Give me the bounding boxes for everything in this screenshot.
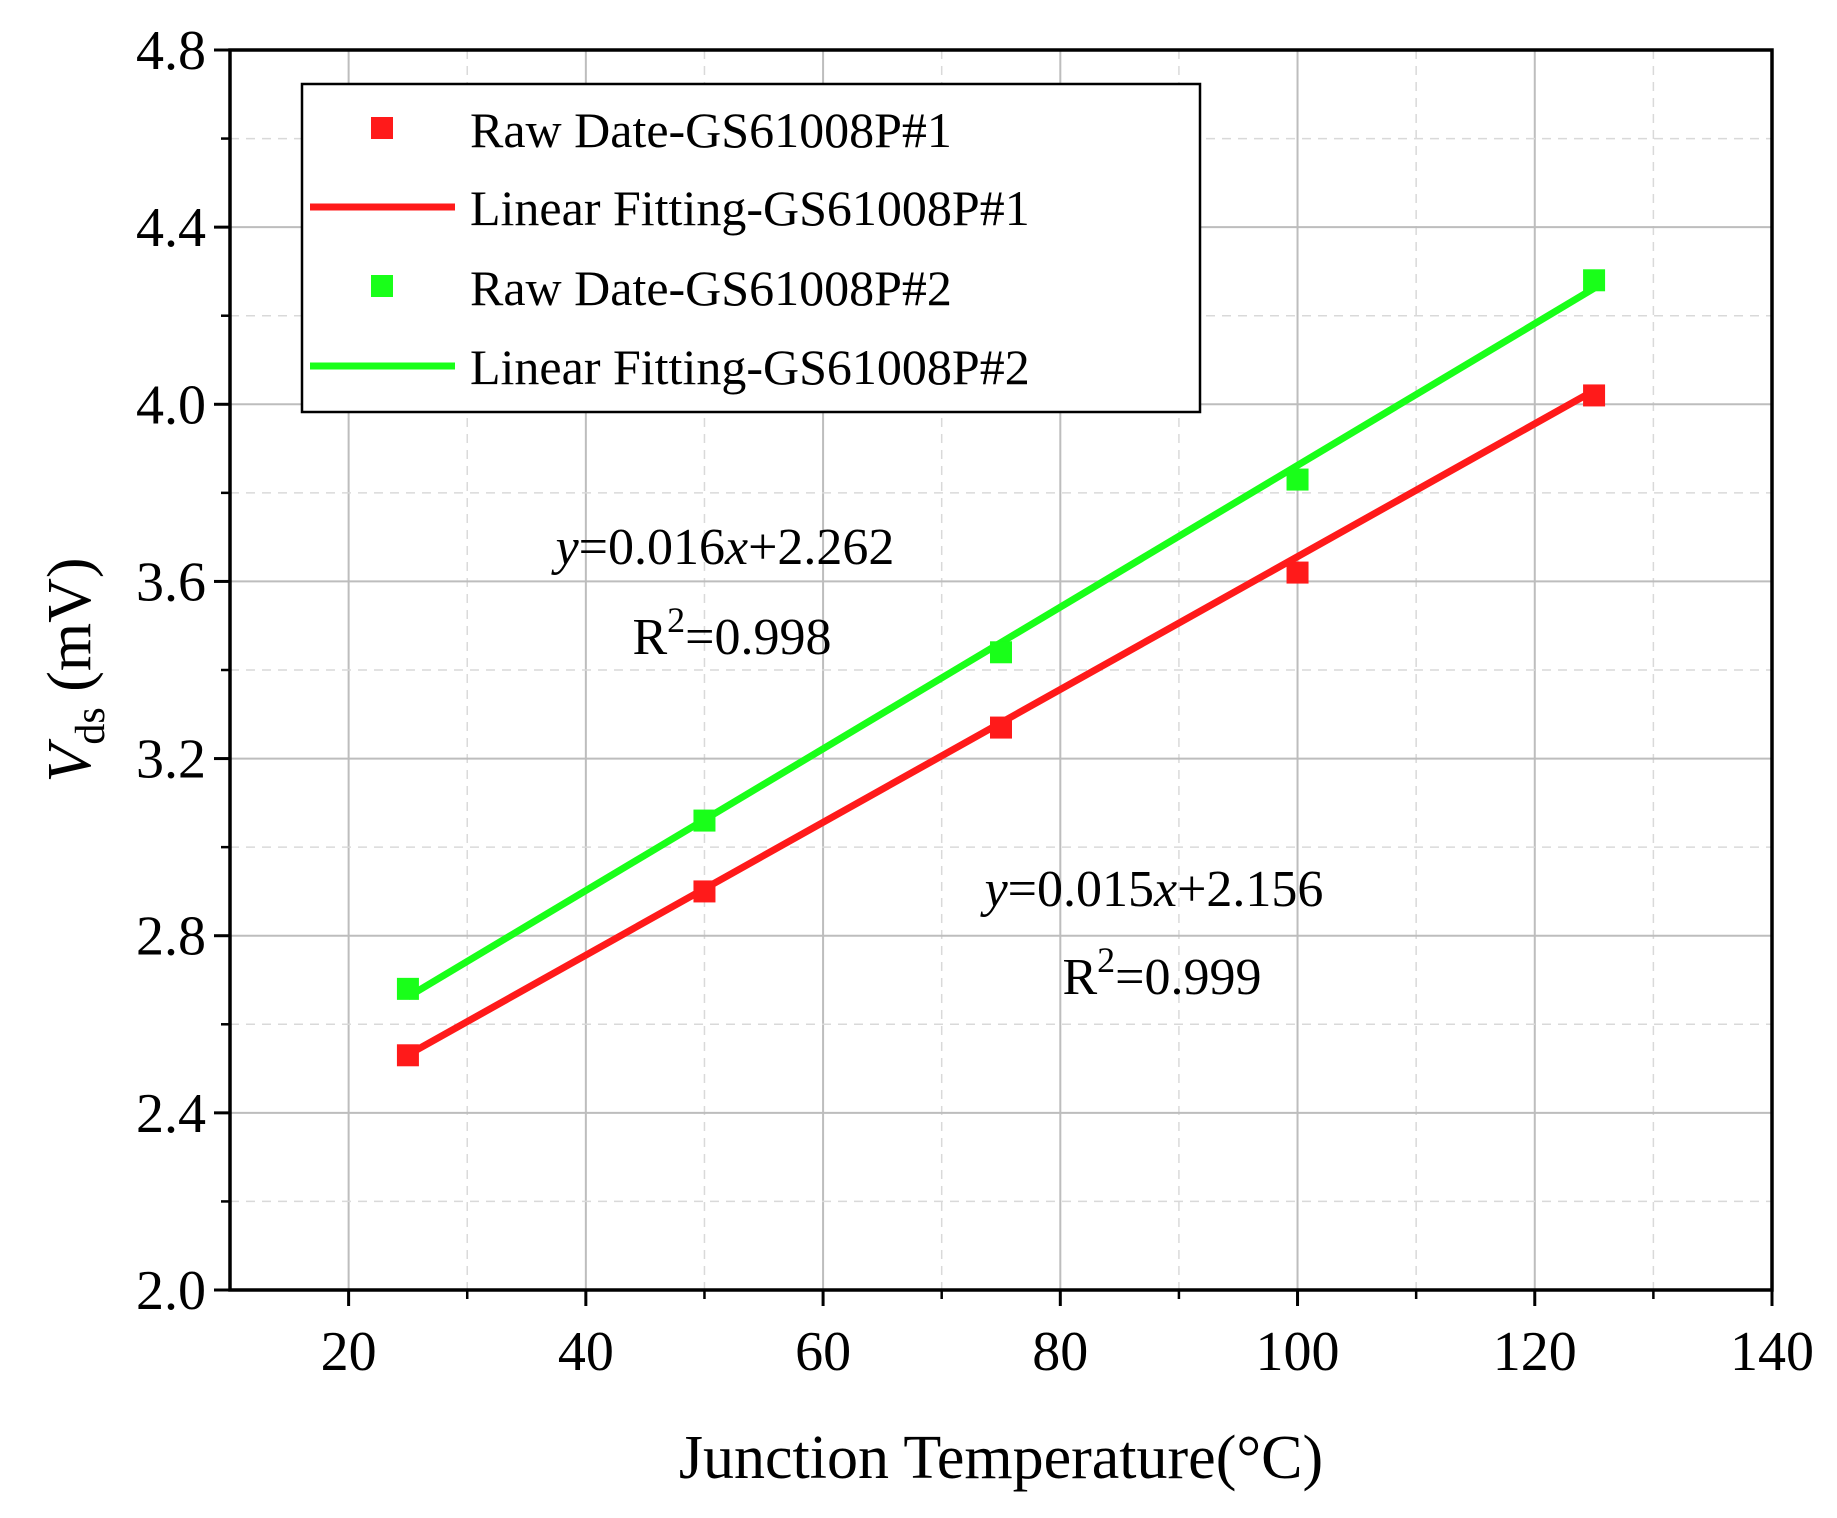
- data-point-series-2: [396, 977, 419, 1000]
- legend-label-fit-1: Linear Fitting-GS61008P#1: [470, 180, 1030, 236]
- data-point-series-0: [990, 716, 1012, 739]
- x-tick-label: 20: [321, 1321, 377, 1383]
- data-point-series-0: [396, 1044, 419, 1067]
- annotation-equation-fit-2: y=0.016x+2.262: [551, 519, 895, 576]
- y-tick-label: 2.0: [136, 1260, 206, 1322]
- legend-marker-raw-2: [371, 275, 393, 297]
- data-point-series-0: [1583, 384, 1606, 407]
- annotation-r2-fit-2: R2=0.998: [632, 600, 831, 666]
- legend: Raw Date-GS61008P#1 Linear Fitting-GS610…: [300, 82, 1202, 414]
- annotation-fit-1: y=0.015x+2.156 R2=0.999: [980, 861, 1324, 1006]
- y-tick-label: 4.8: [136, 20, 206, 82]
- y-tick-label: 3.6: [136, 551, 206, 613]
- data-point-series-2: [1583, 269, 1606, 292]
- y-axis-title: Vds (mV): [36, 557, 114, 782]
- y-axis-unit: (mV): [36, 557, 104, 707]
- x-tick-label: 100: [1256, 1321, 1340, 1383]
- y-tick-label: 4.4: [136, 197, 206, 259]
- data-point-series-2: [693, 809, 716, 832]
- legend-label-raw-1: Raw Date-GS61008P#1: [470, 102, 952, 158]
- legend-label-raw-2: Raw Date-GS61008P#2: [470, 260, 952, 316]
- y-tick-label: 3.2: [136, 729, 206, 791]
- data-point-series-0: [1286, 561, 1309, 584]
- tick-layer: [214, 48, 1774, 1306]
- x-axis-title: Junction Temperature(°C): [679, 1424, 1323, 1492]
- y-axis-symbol: V: [36, 739, 104, 783]
- legend-label-fit-2: Linear Fitting-GS61008P#2: [470, 339, 1030, 395]
- series-layer: [396, 269, 1606, 1067]
- annotation-equation-fit-1: y=0.015x+2.156: [980, 861, 1324, 918]
- x-tick-label: 60: [795, 1321, 851, 1383]
- data-point-series-2: [990, 641, 1012, 664]
- x-tick-label: 120: [1493, 1321, 1577, 1383]
- y-tick-label: 2.8: [136, 906, 206, 968]
- tick-label-layer: 20 40 60 80 100 120 140 2.0 2.4 2.8 3.2 3.6 4.0 4.4 4.…: [136, 20, 1814, 1383]
- x-tick-label: 140: [1730, 1321, 1814, 1383]
- x-tick-label: 40: [558, 1321, 614, 1383]
- legend-box: [300, 82, 1202, 414]
- x-tick-label: 80: [1032, 1321, 1088, 1383]
- y-tick-label: 2.4: [136, 1083, 206, 1145]
- data-point-series-0: [693, 880, 716, 903]
- y-axis-subscript: ds: [68, 707, 114, 744]
- annotation-fit-2: y=0.016x+2.262 R2=0.998: [551, 519, 895, 666]
- y-tick-label: 4.0: [136, 374, 206, 436]
- legend-marker-raw-1: [371, 117, 393, 139]
- data-point-series-2: [1286, 468, 1309, 491]
- annotation-r2-fit-1: R2=0.999: [1062, 940, 1261, 1006]
